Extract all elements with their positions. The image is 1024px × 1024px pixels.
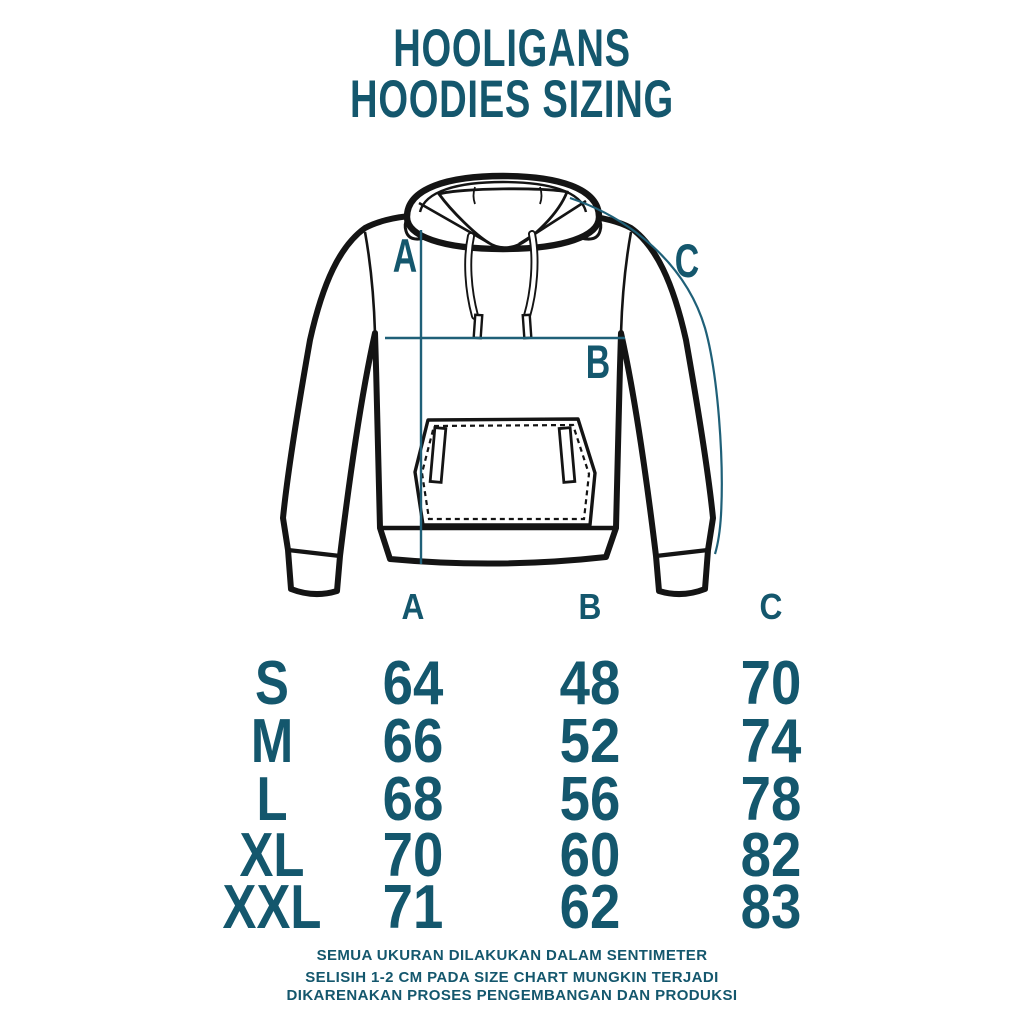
pocket-outline [413, 417, 597, 527]
value-a: 68 [382, 765, 444, 834]
right-cuff-seam [655, 547, 709, 559]
pocket-stitching [420, 423, 591, 521]
value-c: 82 [740, 821, 802, 890]
measure-label-b: B [586, 336, 610, 389]
value-a: 70 [382, 821, 444, 890]
table-row-xxl: XXL 71 62 83 [0, 872, 1024, 942]
left-cuff-seam [287, 547, 341, 559]
size-label: XXL [222, 873, 322, 942]
right-raglan-seam [619, 231, 633, 334]
hood-fold-left [418, 201, 490, 245]
hood-drape-tick-left [472, 186, 476, 205]
pocket-slit-right [557, 426, 577, 484]
table-row-s: S 64 48 70 [0, 648, 1024, 718]
value-c: 78 [740, 765, 802, 834]
footnote-line-1: SEMUA UKURAN DILAKUKAN DALAM SENTIMETER [316, 947, 708, 964]
measure-curve-c [569, 196, 723, 555]
value-b: 60 [559, 821, 621, 890]
column-header-a: A [401, 586, 425, 627]
table-row-m: M 66 52 74 [0, 706, 1024, 776]
column-header-b: B [578, 586, 602, 627]
table-row-xl: XL 70 60 82 [0, 820, 1024, 890]
value-a: 71 [382, 873, 444, 942]
value-b: 56 [559, 765, 621, 834]
drawstring-right-inner [524, 231, 537, 319]
hood-drape-tick-right [539, 186, 543, 205]
title-line-2: HOODIES SIZING [350, 70, 674, 129]
value-c: 83 [740, 873, 802, 942]
size-chart-header: A B C [0, 586, 1024, 627]
drawstring-left-inner [466, 233, 478, 319]
footnote-line-3: DIKARENAKAN PROSES PENGEMBANGAN DAN PROD… [286, 987, 738, 1004]
footnote-line-2: SELISIH 1-2 CM PADA SIZE CHART MUNGKIN T… [305, 969, 719, 986]
size-label: XL [239, 821, 305, 890]
hood-inner-rim [418, 180, 588, 213]
title-line-1: HOOLIGANS [393, 19, 631, 78]
pocket-slit-left [428, 426, 448, 484]
left-raglan-seam [363, 231, 377, 334]
table-row-l: L 68 56 78 [0, 764, 1024, 834]
hoodie-body-outline [280, 209, 716, 597]
value-b: 52 [559, 707, 621, 776]
measure-label-c: C [675, 235, 699, 288]
value-b: 48 [559, 649, 621, 718]
value-c: 74 [740, 707, 802, 776]
size-label: S [255, 649, 289, 718]
measure-label-a: A [393, 230, 417, 283]
page-title: HOOLIGANS HOODIES SIZING [0, 19, 1024, 129]
value-a: 66 [382, 707, 444, 776]
column-header-c: C [759, 586, 783, 627]
hoodie-diagram: A B C [280, 172, 723, 597]
value-b: 62 [559, 873, 621, 942]
size-label: L [256, 765, 288, 834]
value-a: 64 [382, 649, 444, 718]
size-label: M [250, 707, 294, 776]
value-c: 70 [740, 649, 802, 718]
